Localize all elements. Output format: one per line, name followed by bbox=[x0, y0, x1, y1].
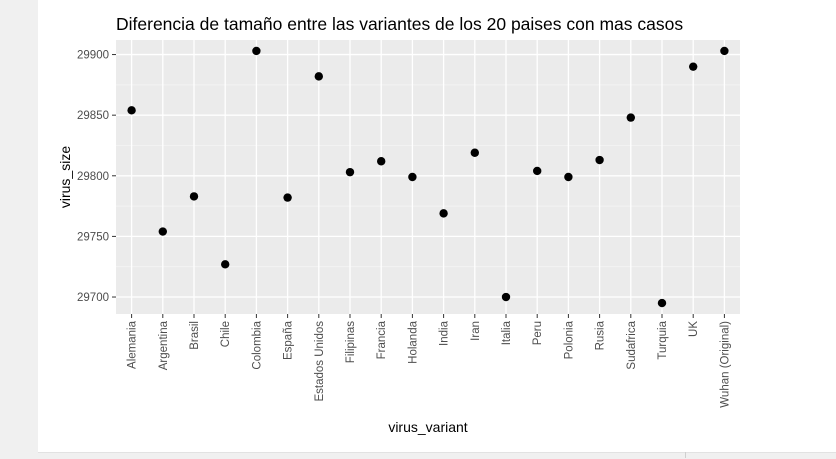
data-points bbox=[127, 46, 729, 308]
x-axis-label: virus_variant bbox=[388, 419, 467, 435]
x-tick-label: Francia bbox=[376, 320, 388, 359]
data-point bbox=[377, 157, 386, 166]
x-tick-label: Colombia bbox=[251, 320, 263, 369]
x-axis: Alemania Argentina Brasil Chile Colombia Espa… bbox=[127, 314, 731, 408]
bottom-strip-divider bbox=[685, 452, 686, 458]
x-tick-label: Sudafrica bbox=[626, 320, 638, 369]
data-point bbox=[689, 62, 698, 71]
x-tick-label: Italia bbox=[501, 320, 513, 345]
plot-panel bbox=[116, 40, 740, 314]
x-tick-label: Filipinas bbox=[345, 321, 357, 363]
x-tick-label: Alemania bbox=[127, 320, 139, 369]
x-tick-label: Peru bbox=[532, 321, 544, 345]
x-tick-label: Chile bbox=[220, 321, 232, 347]
data-point bbox=[720, 46, 729, 56]
chart-title: Diferencia de tamaño entre las variantes… bbox=[116, 14, 683, 34]
x-tick-label: Wuhan (Original) bbox=[719, 321, 731, 408]
x-tick-label: Iran bbox=[470, 321, 482, 341]
y-axis: 29700 29750 29800 29850 29900 bbox=[77, 50, 116, 304]
data-point bbox=[439, 209, 448, 218]
data-point bbox=[470, 148, 479, 157]
data-point bbox=[626, 113, 635, 122]
y-tick-label: 29700 bbox=[77, 292, 109, 304]
x-tick-label: India bbox=[439, 320, 451, 346]
bottom-status-strip bbox=[38, 452, 836, 459]
x-tick-label: Turquia bbox=[657, 320, 669, 359]
y-tick-label: 29800 bbox=[77, 171, 109, 183]
data-point bbox=[158, 227, 167, 236]
x-tick-label: Holanda bbox=[407, 320, 419, 363]
data-point bbox=[314, 72, 323, 81]
x-tick-label: Estados Unidos bbox=[314, 321, 326, 402]
data-point bbox=[501, 292, 511, 302]
grid-lines bbox=[116, 40, 740, 314]
y-tick-label: 29850 bbox=[77, 110, 109, 122]
x-tick-label: Brasil bbox=[189, 321, 201, 350]
data-point bbox=[221, 260, 230, 269]
y-tick-label: 29750 bbox=[77, 231, 109, 243]
data-point bbox=[189, 192, 199, 201]
x-tick-label: Polonia bbox=[563, 320, 575, 359]
x-tick-label: Rusia bbox=[595, 320, 607, 350]
data-point bbox=[127, 106, 136, 115]
data-point bbox=[345, 167, 355, 177]
y-tick-label: 29900 bbox=[77, 50, 109, 62]
data-point bbox=[408, 172, 417, 182]
x-tick-label: UK bbox=[688, 321, 700, 337]
data-point bbox=[657, 298, 667, 308]
data-point bbox=[252, 46, 261, 56]
y-axis-label: virus_size bbox=[57, 146, 73, 208]
x-tick-label: España bbox=[283, 320, 295, 360]
data-point bbox=[595, 155, 604, 165]
x-tick-label: Argentina bbox=[158, 320, 170, 370]
data-point bbox=[533, 166, 542, 176]
data-point bbox=[283, 193, 292, 202]
data-point bbox=[564, 172, 573, 182]
